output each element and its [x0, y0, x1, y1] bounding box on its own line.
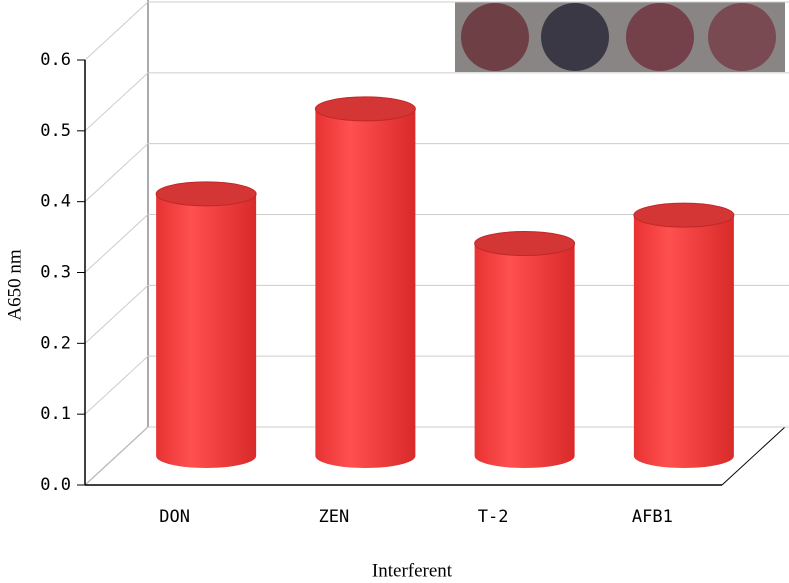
- y-tick-label: 0.6: [40, 50, 71, 70]
- bar-body: [633, 215, 734, 468]
- y-tick-label: 0.5: [40, 121, 71, 141]
- grid-line: [84, 72, 149, 132]
- inset-photo: [455, 2, 785, 72]
- bar: [633, 202, 735, 468]
- bar-top: [474, 231, 576, 256]
- bar-top: [314, 96, 416, 122]
- grid-line: [84, 426, 149, 486]
- grid-line: [84, 214, 149, 273]
- x-tick-label: AFB1: [632, 507, 673, 527]
- y-tick-label: 0.0: [40, 475, 71, 495]
- y-axis-title: A650 nm: [4, 249, 25, 320]
- grid-line: [84, 143, 149, 203]
- x-tick-label: DON: [159, 507, 190, 527]
- floor-edge: [721, 426, 786, 486]
- bar-top: [633, 202, 735, 228]
- y-tick-label: 0.2: [40, 333, 71, 353]
- y-tick-label: 0.1: [40, 404, 71, 424]
- grid-line: [84, 355, 149, 415]
- grid-line: [84, 284, 149, 344]
- y-tick-label: 0.3: [40, 263, 71, 283]
- bar-body: [315, 108, 416, 469]
- bar-body: [474, 243, 575, 468]
- x-axis-title: Interferent: [372, 560, 453, 581]
- bar: [155, 181, 257, 468]
- bar: [314, 96, 416, 469]
- grid-line: [84, 1, 149, 61]
- bar: [474, 231, 576, 468]
- y-tick-label: 0.4: [40, 192, 71, 212]
- bar-body: [156, 193, 257, 468]
- x-tick-label: T-2: [478, 507, 509, 527]
- x-tick-label: ZEN: [319, 507, 350, 527]
- bar-top: [155, 181, 257, 207]
